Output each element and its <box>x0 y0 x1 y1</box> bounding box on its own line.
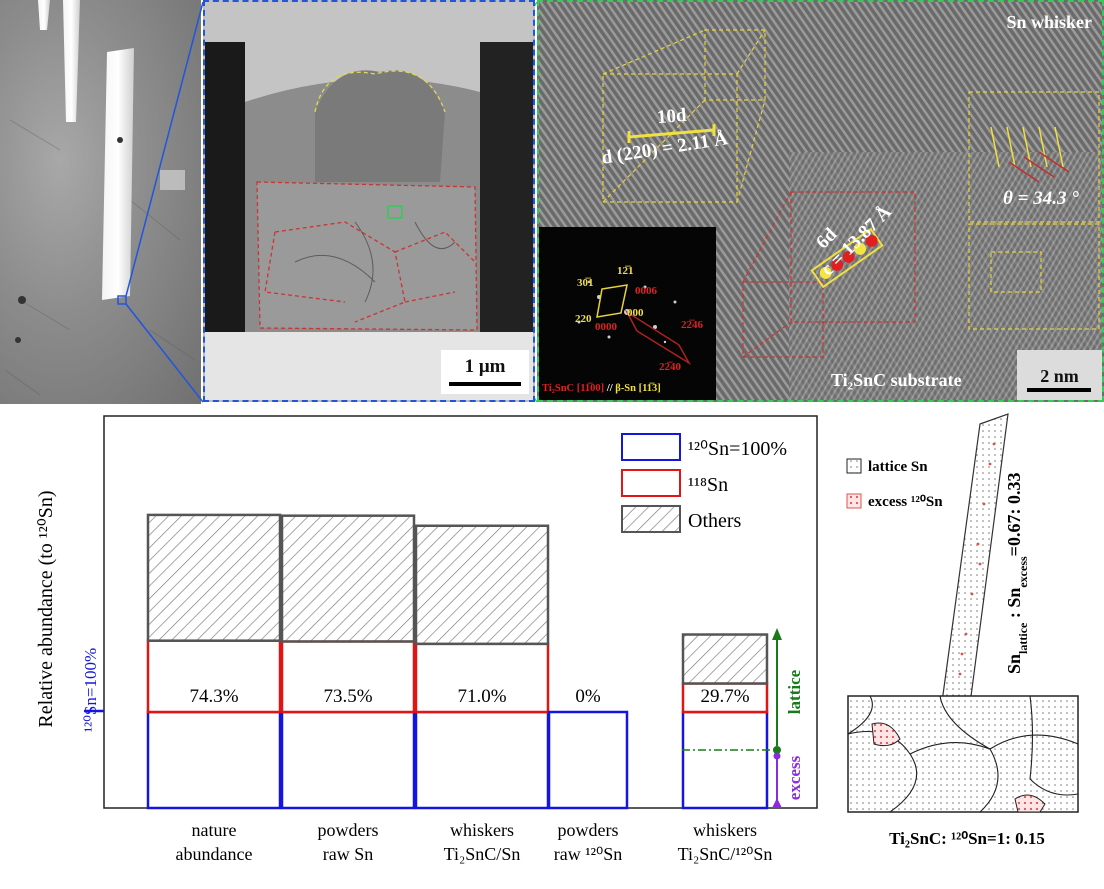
legend-swatch-excess-sn <box>846 493 862 509</box>
bar-120sn <box>146 710 282 810</box>
legend-label-lattice-sn: lattice Sn <box>868 459 928 475</box>
bar-value-label: 71.0% <box>457 686 506 707</box>
ratio-values: =0.67: 0.33 <box>1004 473 1024 557</box>
legend-label-118sn: ¹¹⁸Sn <box>688 474 728 496</box>
ratio-sub-excess: excess <box>1016 556 1030 588</box>
tem-scale-bar: 1 μm <box>441 350 529 394</box>
legend-swatch-others <box>621 505 681 533</box>
bar-118sn <box>681 682 769 714</box>
bar-120sn <box>414 710 550 810</box>
lattice-excess-annotation: lattice excess <box>682 628 804 808</box>
sem-image-panel <box>0 0 201 404</box>
fft-spot-220: 220 <box>575 313 592 325</box>
fft-zone-axis: Ti₂SnC [11̅00] // β-Sn [11̅3] <box>542 383 661 394</box>
hrtem-scale-label: 2 nm <box>1040 366 1079 386</box>
bar-120sn <box>280 710 416 810</box>
legend-label-excess-sn: excess ¹²⁰Sn <box>868 494 943 510</box>
x-tick-label: nature <box>192 820 237 840</box>
fft-zone-ti2snc: Ti₂SnC [11̅00] <box>542 383 605 394</box>
x-tick-label: whiskers <box>450 820 514 840</box>
hrtem-scale-bar: 2 nm <box>1017 350 1102 400</box>
abundance-chart: 74.3% 73.5% 71.0% 0% 29.7% nature abundance po… <box>0 404 830 884</box>
whisker-schematic: lattice Sn excess ¹²⁰Sn Snlattice : Snex… <box>830 404 1104 884</box>
x-tick-label: powders <box>318 820 379 840</box>
legend-label-120sn: ¹²⁰Sn=100% <box>688 438 787 460</box>
fft-spot-121: 12̅1 <box>617 265 634 277</box>
whisker-schematic-svg: lattice Sn excess ¹²⁰Sn Snlattice : Snex… <box>846 413 1079 848</box>
fft-spot-2240: 22̅40 <box>659 361 681 373</box>
legend-swatch-118sn <box>621 469 681 497</box>
hrtem-substrate-label: Ti₂SnC substrate <box>831 370 962 390</box>
ratio-sub-lattice: lattice <box>1016 622 1030 654</box>
x-tick-label: Ti₂SnC/¹²⁰Sn <box>678 844 773 864</box>
bar-others <box>681 633 769 685</box>
bar-value-label: 29.7% <box>700 686 749 707</box>
ratio-sn-b: : Sn <box>1004 588 1024 623</box>
tenfold-d-label: 10d <box>656 104 688 129</box>
fft-spot-0000: 0000 <box>595 321 617 333</box>
bar-others <box>280 514 416 643</box>
bar-value-label: 74.3% <box>189 686 238 707</box>
tem-scale-label: 1 μm <box>464 356 506 377</box>
ratio-label: Snlattice : Snexcess=0.67: 0.33 <box>1004 473 1030 674</box>
x-tick-label: Ti₂SnC/Sn <box>444 844 521 864</box>
lattice-label: lattice <box>785 669 804 714</box>
ratio-sn-a: Sn <box>1004 654 1024 674</box>
substrate-ratio-label: Ti₂SnC: ¹²⁰Sn=1: 0.15 <box>889 829 1045 848</box>
excess-label: excess <box>785 755 804 800</box>
fft-spot-301: 30̅1 <box>577 277 594 289</box>
bar-120sn <box>681 710 769 810</box>
tem-lamella-illustration <box>205 2 533 400</box>
x-tick-label: raw Sn <box>323 844 374 864</box>
sem-whiskers-illustration <box>4 0 196 396</box>
y-axis-label: Relative abundance (to ¹²⁰Sn) <box>35 490 57 727</box>
x-tick-label: whiskers <box>693 820 757 840</box>
fft-spot-000: 000 <box>627 307 644 319</box>
bar-120sn <box>547 710 629 810</box>
legend-swatch-120sn <box>621 433 681 461</box>
fft-pattern <box>577 280 692 366</box>
legend-label-others: Others <box>688 510 742 532</box>
bar-others <box>414 524 550 646</box>
bar-value-label: 0% <box>575 686 601 707</box>
theta-angle-label: θ = 34.3 ° <box>1003 188 1079 209</box>
hrtem-sn-whisker-label: Sn whisker <box>1006 12 1092 32</box>
fft-spot-0006: 0006 <box>635 285 657 297</box>
x-tick-label: abundance <box>176 844 253 864</box>
bar-value-label: 73.5% <box>323 686 372 707</box>
fft-spot-2246: 22̅46 <box>681 319 703 331</box>
abundance-chart-svg: 74.3% 73.5% 71.0% 0% 29.7% nature abundance po… <box>35 415 818 864</box>
bar-118sn <box>146 639 282 714</box>
hrtem-image-panel: Sn whisker 10d d (220) = 2.11 Å 6d c = 1… <box>537 0 1104 402</box>
x-tick-label: powders <box>558 820 619 840</box>
bar-118sn <box>280 640 416 714</box>
x-tick-label: raw ¹²⁰Sn <box>554 844 623 864</box>
fft-zone-sn: β-Sn [11̅3] <box>615 383 661 394</box>
chart-legend: ¹²⁰Sn=100% ¹¹⁸Sn Others <box>621 433 787 533</box>
bar-others <box>146 513 282 642</box>
hrtem-scale-line <box>1027 388 1091 392</box>
fft-inset: 30̅1 12̅1 220 000 0006 0000 22̅46 22̅40 … <box>539 227 716 400</box>
scale-bar-line <box>449 382 521 386</box>
ref-label: ¹²⁰Sn=100% <box>81 648 100 732</box>
legend-swatch-lattice-sn <box>846 458 862 474</box>
fft-zone-sep: // <box>604 383 616 394</box>
tem-image-panel: 1 μm <box>203 0 535 402</box>
